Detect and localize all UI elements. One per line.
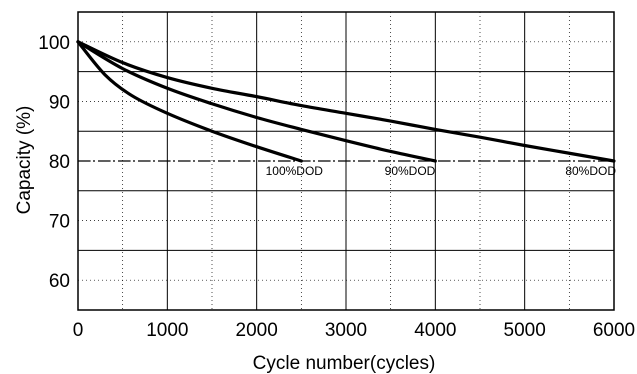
y-tick-label: 60 — [49, 271, 70, 292]
series-line-2 — [76, 40, 437, 163]
series-curves — [76, 40, 616, 163]
x-tick-label: 6000 — [593, 320, 635, 341]
y-tick-label: 90 — [49, 92, 70, 113]
series-label-3: 80%DOD — [565, 164, 616, 178]
x-tick-label: 1000 — [146, 320, 188, 341]
y-tick-labels: 60 70 80 90 100 — [38, 33, 70, 292]
series-line-3 — [76, 40, 616, 163]
series-label-2: 90%DOD — [385, 164, 436, 178]
x-axis-title: Cycle number(cycles) — [253, 353, 436, 374]
x-tick-label: 3000 — [325, 320, 367, 341]
x-tick-label: 4000 — [414, 320, 456, 341]
x-tick-label: 5000 — [504, 320, 546, 341]
plot-frame — [77, 11, 615, 311]
series-labels: 100%DOD 90%DOD 80%DOD — [266, 164, 617, 178]
y-tick-label: 70 — [49, 212, 70, 233]
y-axis-title: Capacity (%) — [14, 106, 35, 215]
x-tick-label: 0 — [73, 320, 84, 341]
y-tick-label: 100 — [38, 33, 70, 54]
series-line-1 — [76, 40, 303, 163]
x-tick-labels: 0 1000 2000 3000 4000 5000 6000 — [73, 320, 635, 341]
series-label-1: 100%DOD — [266, 164, 324, 178]
x-tick-label: 2000 — [236, 320, 278, 341]
y-tick-label: 80 — [49, 152, 70, 173]
